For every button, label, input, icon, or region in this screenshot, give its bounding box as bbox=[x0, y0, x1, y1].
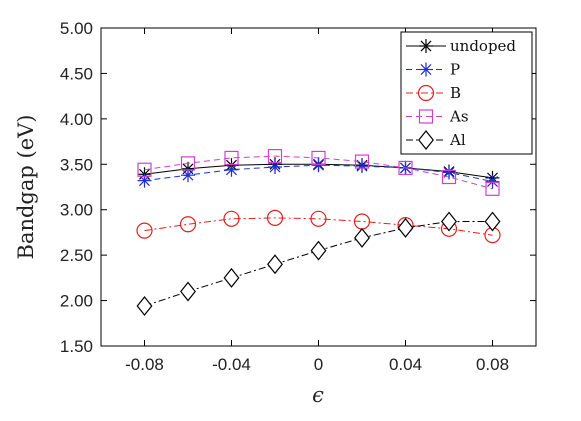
asterisk-stroke bbox=[420, 40, 432, 52]
legend-p-point bbox=[419, 62, 433, 77]
y-tick-label: 3.00 bbox=[60, 201, 93, 220]
series-p-point bbox=[442, 165, 456, 180]
series-as bbox=[137, 149, 500, 196]
legend: undoped PB As Al bbox=[400, 31, 533, 155]
series-b-line bbox=[144, 217, 493, 236]
series-p-point bbox=[485, 174, 500, 189]
legend-label: P bbox=[450, 61, 460, 79]
series-b bbox=[136, 209, 501, 244]
legend-label: B bbox=[450, 84, 461, 102]
series-p-point bbox=[224, 162, 239, 177]
legend-label: undoped bbox=[450, 37, 516, 55]
legend-b-point bbox=[417, 84, 435, 102]
asterisk-stroke bbox=[420, 64, 432, 75]
y-tick-label: 5.00 bbox=[60, 19, 93, 38]
x-tick-label: -0.04 bbox=[212, 355, 251, 374]
y-axis-label: Bandgap (eV) bbox=[14, 115, 38, 260]
legend-as: As bbox=[406, 108, 469, 126]
asterisk-stroke bbox=[487, 176, 498, 188]
series-al-point bbox=[354, 227, 370, 248]
series-as-point bbox=[311, 150, 326, 166]
series-al-point bbox=[484, 211, 501, 232]
axis-ticks: -0.08 -0.04 0 0.04 0.08 1.50 2.00 2.50 3.00 3.50 4… bbox=[60, 19, 536, 374]
series-as-point bbox=[398, 160, 413, 176]
series-al-point bbox=[267, 254, 283, 275]
series-b-point bbox=[223, 210, 240, 227]
series-al bbox=[136, 211, 501, 316]
series-al-point bbox=[180, 281, 196, 302]
asterisk-stroke bbox=[182, 169, 194, 181]
legend-label: As bbox=[449, 108, 469, 126]
series-b-point bbox=[179, 216, 197, 233]
series-al-point bbox=[310, 240, 327, 261]
x-tick-label: -0.08 bbox=[125, 355, 164, 374]
x-tick-label: 0.08 bbox=[476, 355, 509, 374]
series-as-point bbox=[354, 154, 370, 169]
legend-as-point bbox=[418, 109, 434, 124]
y-tick-label: 4.00 bbox=[60, 110, 93, 129]
y-tick-label: 4.50 bbox=[60, 64, 93, 83]
legend-p: P bbox=[406, 61, 460, 79]
asterisk-stroke bbox=[139, 175, 150, 187]
legend-b: B bbox=[406, 84, 461, 102]
asterisk-stroke bbox=[313, 159, 324, 171]
series-al-line bbox=[144, 221, 493, 307]
series-as-point bbox=[485, 181, 500, 196]
asterisk-stroke bbox=[269, 161, 281, 173]
series-b-point bbox=[310, 210, 327, 227]
asterisk-stroke bbox=[226, 164, 237, 176]
series-p-point bbox=[355, 159, 369, 174]
series-al-point bbox=[397, 217, 414, 238]
asterisk-stroke bbox=[356, 160, 368, 172]
series-b-point bbox=[136, 222, 153, 239]
series-as-point bbox=[441, 169, 457, 185]
series-al-point bbox=[223, 267, 240, 288]
series-b-point bbox=[266, 209, 284, 226]
series-al-point bbox=[441, 211, 457, 232]
y-tick-label: 2.00 bbox=[60, 292, 93, 311]
series-layer bbox=[136, 149, 501, 316]
legend-al-point bbox=[418, 130, 434, 150]
series-p bbox=[137, 158, 500, 189]
x-axis-label: ϵ bbox=[312, 383, 324, 407]
series-as-point bbox=[180, 156, 196, 171]
legend-undoped: undoped bbox=[406, 37, 516, 55]
x-tick-label: 0.04 bbox=[389, 355, 422, 374]
y-tick-label: 2.50 bbox=[60, 246, 93, 265]
series-as-line bbox=[144, 155, 493, 190]
series-as-point bbox=[137, 162, 152, 177]
series-as-point bbox=[224, 150, 239, 166]
y-tick-label: 3.50 bbox=[60, 155, 93, 174]
series-p-point bbox=[311, 158, 326, 173]
series-as-point bbox=[267, 149, 283, 164]
legend-label: Al bbox=[449, 131, 466, 149]
legend-undoped-point bbox=[419, 39, 433, 53]
y-tick-label: 1.50 bbox=[60, 337, 93, 356]
legend-al: Al bbox=[406, 130, 466, 150]
x-tick-label: 0 bbox=[314, 355, 323, 374]
series-p-point bbox=[181, 168, 195, 183]
series-al-point bbox=[136, 296, 153, 316]
